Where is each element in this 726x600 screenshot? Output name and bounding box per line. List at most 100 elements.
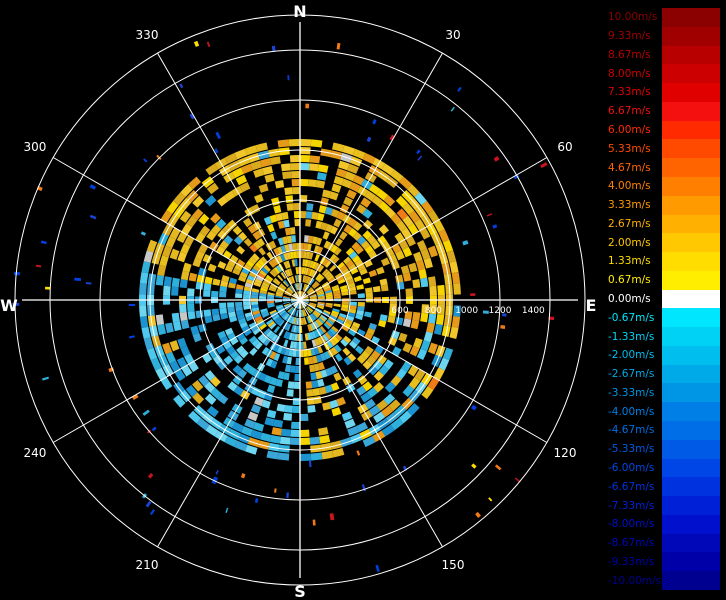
legend-swatch bbox=[662, 364, 720, 384]
velocity-cell bbox=[313, 245, 320, 254]
velocity-cell bbox=[309, 278, 315, 286]
velocity-cell bbox=[305, 219, 312, 227]
velocity-cell bbox=[306, 287, 313, 294]
velocity-cell bbox=[284, 322, 290, 331]
velocity-cell bbox=[332, 142, 345, 152]
velocity-cell bbox=[227, 306, 236, 313]
velocity-cell bbox=[300, 251, 304, 259]
velocity-cell bbox=[438, 252, 449, 265]
velocity-cell bbox=[315, 319, 322, 327]
velocity-cell bbox=[316, 290, 324, 295]
velocity-cell bbox=[255, 261, 263, 270]
velocity-cell bbox=[420, 248, 431, 260]
velocity-cell bbox=[287, 306, 294, 313]
echo-fragment bbox=[240, 473, 246, 479]
velocity-cell bbox=[290, 308, 295, 315]
velocity-cell bbox=[360, 350, 371, 360]
velocity-cell bbox=[400, 265, 410, 275]
velocity-cell bbox=[352, 336, 361, 345]
velocity-cell bbox=[143, 250, 154, 263]
velocity-cell bbox=[316, 274, 323, 282]
velocity-cell bbox=[210, 212, 221, 224]
azimuth-label: 60 bbox=[557, 140, 572, 154]
velocity-cell bbox=[288, 307, 294, 314]
azimuth-label: 210 bbox=[136, 558, 159, 572]
velocity-cell bbox=[345, 259, 354, 268]
velocity-cell bbox=[316, 172, 327, 181]
velocity-cell bbox=[158, 354, 169, 368]
legend-label: 1.33m/s bbox=[608, 255, 651, 268]
velocity-cell bbox=[311, 331, 317, 339]
velocity-cell bbox=[271, 258, 278, 267]
velocity-cell bbox=[390, 169, 404, 183]
velocity-cell bbox=[139, 305, 147, 317]
legend-label: 7.33m/s bbox=[608, 86, 651, 99]
velocity-cell bbox=[273, 326, 281, 334]
velocity-cell bbox=[160, 377, 173, 391]
velocity-cell bbox=[283, 313, 290, 321]
velocity-cell bbox=[322, 401, 332, 411]
velocity-cell bbox=[205, 163, 219, 176]
velocity-cell bbox=[269, 377, 278, 386]
velocity-cell bbox=[141, 326, 151, 339]
velocity-cell bbox=[270, 283, 278, 289]
velocity-cell bbox=[349, 251, 358, 260]
compass-east: E bbox=[586, 296, 597, 315]
velocity-cell bbox=[278, 147, 290, 156]
velocity-cell bbox=[410, 319, 420, 330]
velocity-cell bbox=[318, 427, 329, 436]
velocity-cell bbox=[243, 301, 251, 306]
velocity-cell bbox=[285, 331, 291, 340]
velocity-cell bbox=[337, 315, 346, 322]
velocity-cell bbox=[311, 339, 317, 348]
velocity-cell bbox=[306, 306, 313, 313]
legend-label: 0.00m/s bbox=[608, 293, 651, 305]
velocity-cell bbox=[276, 345, 283, 354]
range-label: 1200 bbox=[489, 306, 512, 316]
velocity-cell bbox=[263, 216, 272, 226]
velocity-cell bbox=[435, 345, 446, 358]
velocity-cell bbox=[275, 292, 283, 296]
velocity-cell bbox=[275, 304, 283, 308]
velocity-cell bbox=[296, 243, 300, 251]
velocity-cell bbox=[352, 221, 363, 232]
velocity-cell bbox=[196, 417, 210, 431]
velocity-cell bbox=[402, 342, 413, 354]
velocity-cell bbox=[160, 209, 173, 223]
velocity-cell bbox=[176, 231, 188, 244]
velocity-cell bbox=[304, 235, 310, 243]
velocity-cell bbox=[344, 275, 353, 282]
velocity-cell bbox=[333, 218, 342, 228]
velocity-cell bbox=[402, 272, 412, 282]
velocity-cell bbox=[192, 195, 205, 208]
velocity-cell bbox=[322, 258, 329, 267]
velocity-cell bbox=[279, 310, 286, 316]
azimuth-spoke bbox=[52, 157, 301, 301]
velocity-cell bbox=[283, 298, 291, 300]
velocity-cell bbox=[266, 384, 276, 394]
velocity-cell bbox=[206, 405, 219, 418]
velocity-cell bbox=[223, 355, 234, 365]
velocity-cell bbox=[330, 312, 339, 318]
velocity-cell bbox=[398, 410, 412, 424]
velocity-cell bbox=[239, 321, 248, 329]
velocity-cell bbox=[412, 311, 421, 322]
velocity-cell bbox=[325, 272, 333, 280]
velocity-cell bbox=[216, 218, 227, 230]
velocity-cell bbox=[402, 215, 414, 228]
velocity-cell bbox=[325, 320, 333, 328]
velocity-cell bbox=[220, 335, 229, 345]
velocity-cell bbox=[379, 278, 388, 286]
velocity-cell bbox=[315, 220, 323, 229]
velocity-cell bbox=[332, 287, 340, 292]
velocity-cell bbox=[356, 421, 369, 433]
velocity-cell bbox=[346, 315, 355, 322]
velocity-cell bbox=[331, 310, 339, 316]
velocity-cell bbox=[324, 384, 334, 394]
velocity-cell bbox=[309, 155, 321, 164]
velocity-cell bbox=[217, 229, 228, 240]
velocity-cell bbox=[349, 182, 361, 193]
velocity-cell bbox=[276, 306, 284, 311]
velocity-cell bbox=[322, 283, 330, 289]
velocity-cell bbox=[328, 317, 336, 323]
